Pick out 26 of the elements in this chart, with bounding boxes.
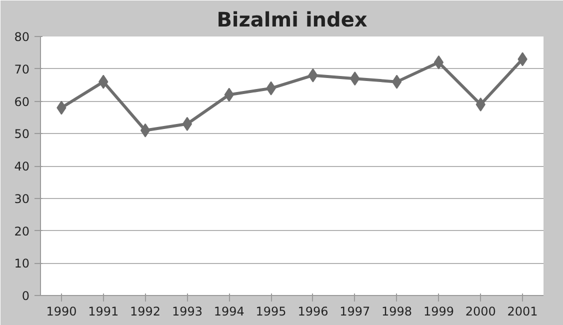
- y-tick-label: 0: [22, 289, 30, 303]
- x-tick-label: 1998: [382, 304, 412, 318]
- x-tick-label: 1997: [340, 304, 370, 318]
- point: [182, 116, 192, 131]
- y-tick-label: 10: [14, 256, 30, 271]
- x-tick-label: 1999: [423, 304, 454, 318]
- x-tick-label: 1996: [298, 304, 328, 318]
- y-tick-label: 70: [14, 62, 30, 76]
- chart-title: Bizalmi index: [216, 8, 368, 32]
- y-tick-label: 50: [14, 127, 30, 142]
- x-tick-label: 1990: [46, 304, 77, 318]
- x-tick-label: 1993: [172, 304, 202, 318]
- y-tick-label: 20: [14, 224, 30, 238]
- x-tick-label: 1992: [130, 304, 161, 318]
- y-tick-label: 80: [14, 30, 30, 44]
- y-tick-label: 60: [14, 94, 30, 109]
- point: [392, 74, 402, 89]
- y-tick-label: 40: [14, 160, 30, 174]
- point: [140, 123, 150, 138]
- x-tick-label: 2001: [507, 304, 538, 318]
- x-tick-label: 2000: [465, 304, 496, 318]
- point: [434, 55, 444, 70]
- x-tick-label: 1991: [88, 304, 119, 318]
- x-tick-label: 1995: [256, 304, 286, 318]
- x-tick-label: 1994: [214, 304, 244, 318]
- y-tick-label: 30: [14, 192, 30, 206]
